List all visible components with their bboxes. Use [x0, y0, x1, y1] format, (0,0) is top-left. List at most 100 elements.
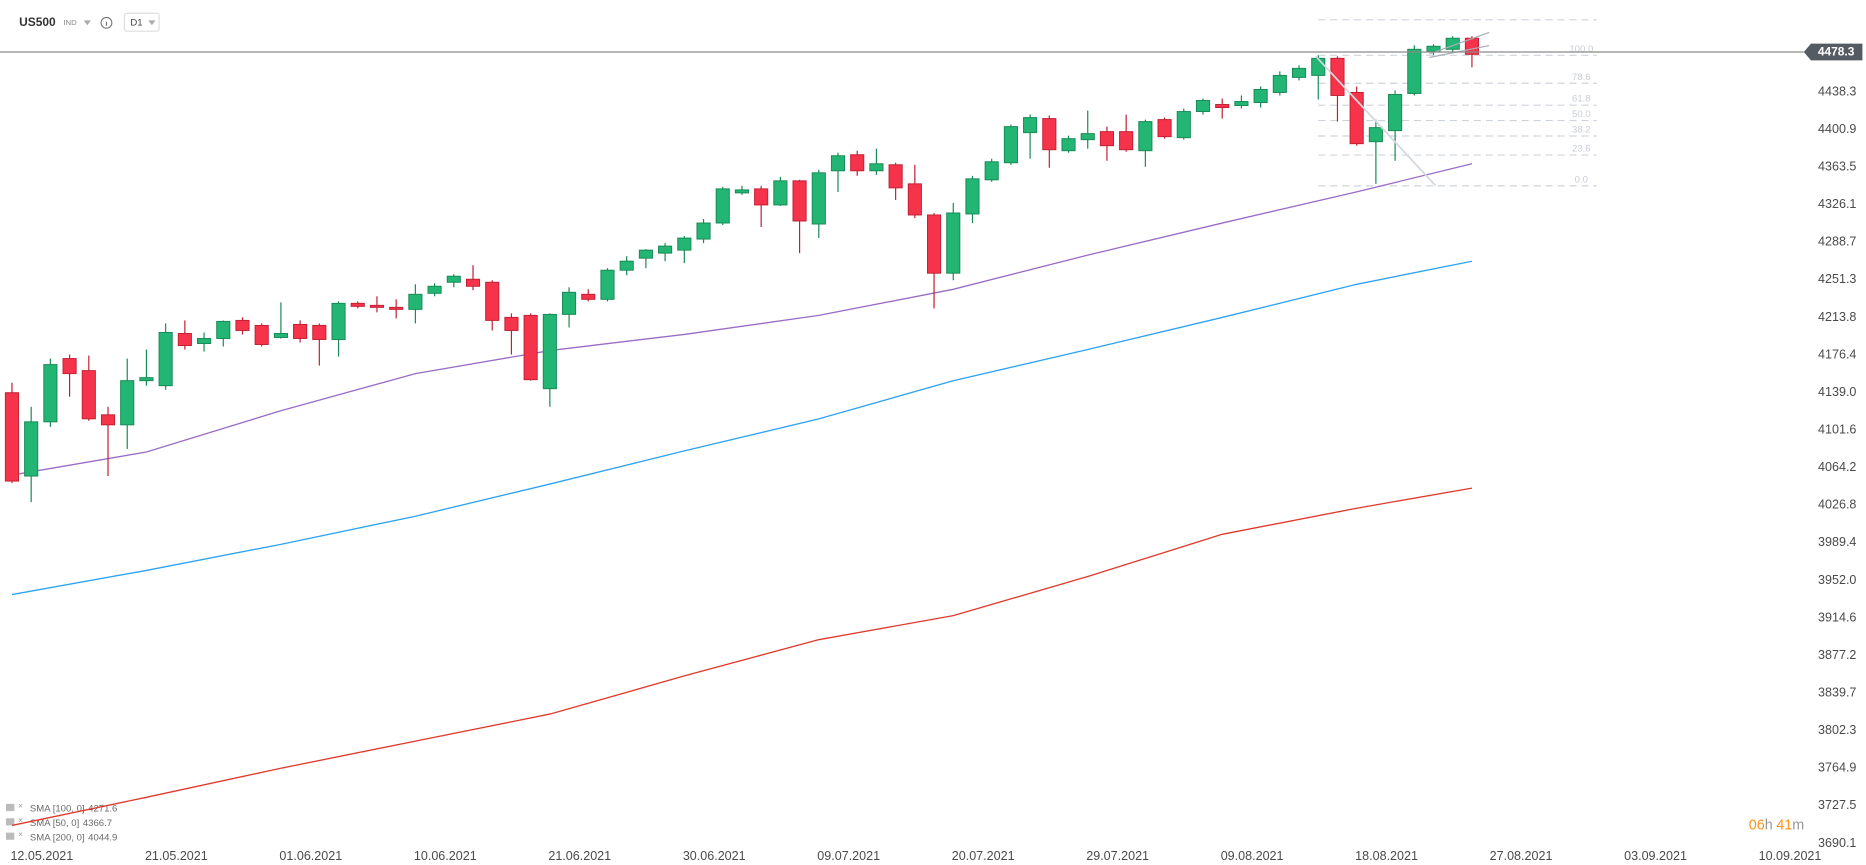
legend-close: ×: [18, 801, 23, 811]
candle-body: [946, 212, 961, 274]
candle-body: [485, 281, 500, 321]
y-tick-label: 4101.6: [1818, 423, 1856, 437]
candle-body: [734, 189, 750, 194]
candle-body: [389, 306, 404, 310]
y-tick-label: 3764.9: [1818, 761, 1856, 775]
y-tick-label: 3989.4: [1818, 535, 1856, 549]
candle-body: [830, 155, 846, 172]
candle-body: [773, 180, 788, 206]
candle-body: [677, 237, 692, 251]
candle-body: [619, 260, 634, 271]
x-tick-label: 09.08.2021: [1221, 849, 1284, 863]
y-tick-label: 3690.1: [1818, 836, 1856, 850]
candle-body: [638, 249, 653, 259]
legend-value: 4271.6: [88, 803, 117, 814]
legend-close: ×: [18, 815, 23, 825]
legend-name: SMA [100, 0]: [30, 803, 85, 814]
candle-body: [1426, 45, 1441, 52]
x-tick-label: 09.07.2021: [817, 849, 880, 863]
candle-body: [907, 183, 922, 216]
legend-icon: [5, 803, 15, 812]
candle-body: [1311, 57, 1326, 76]
candle-body: [369, 304, 385, 308]
legend-entry: SMA [200, 0] 4044.9: [30, 832, 117, 843]
y-tick-label: 4438.3: [1818, 84, 1856, 98]
candle-body: [158, 331, 173, 387]
candle-body: [331, 302, 346, 340]
candle-body: [1061, 138, 1076, 152]
countdown-minutes: 41: [1776, 817, 1792, 833]
candle-body: [350, 302, 365, 307]
y-tick-label: 4176.4: [1818, 347, 1856, 361]
candle-body: [1407, 48, 1422, 94]
y-tick-label: 3952.0: [1818, 573, 1856, 587]
sma-line: [11, 163, 1473, 476]
candle-body: [1119, 131, 1134, 151]
channel-line: [1429, 31, 1490, 55]
y-tick-label: 3802.3: [1818, 723, 1856, 737]
legend-icon: [5, 818, 15, 826]
candle-body: [792, 180, 807, 222]
y-tick-label: 4026.8: [1818, 498, 1856, 512]
candle-body: [1099, 131, 1115, 147]
countdown-hours: 06: [1749, 817, 1765, 833]
symbol-dropdown[interactable]: [83, 20, 91, 26]
timeframe-box[interactable]: [123, 12, 160, 32]
x-tick-label: 01.06.2021: [279, 849, 342, 863]
candle-body: [120, 380, 135, 426]
y-tick-label: 4363.5: [1818, 160, 1856, 174]
candle-body: [715, 188, 730, 224]
candle-body: [562, 291, 577, 315]
info-icon[interactable]: [100, 16, 113, 29]
x-tick-label: 30.06.2021: [683, 849, 746, 863]
timeframe: D1: [130, 17, 142, 28]
candle-body: [600, 269, 615, 300]
x-tick-label: 21.05.2021: [145, 849, 208, 863]
legend-icon: [5, 832, 15, 840]
legend-value: 4044.9: [88, 832, 117, 843]
x-tick-label: 03.09.2021: [1624, 849, 1687, 863]
candle-body: [658, 245, 673, 254]
candle-body: [1234, 101, 1249, 107]
x-tick-label: 12.05.2021: [10, 849, 73, 863]
symbol[interactable]: US500: [19, 15, 56, 29]
sma-line: [11, 260, 1473, 596]
candle-body: [1272, 74, 1287, 93]
timeframe-dropdown: [148, 20, 156, 26]
legend-name: SMA [200, 0]: [30, 832, 85, 843]
x-tick-label: 18.08.2021: [1355, 849, 1418, 863]
fib-label: 61.8: [1572, 94, 1591, 105]
countdown: 06h 41m: [1749, 817, 1804, 833]
candle-body: [1003, 126, 1018, 164]
x-tick-label: 20.07.2021: [952, 849, 1015, 863]
y-tick-label: 4288.7: [1818, 235, 1856, 249]
candle-body: [1330, 57, 1345, 96]
sma-line: [11, 487, 1473, 827]
y-tick-label: 3839.7: [1818, 686, 1856, 700]
x-tick-label: 21.06.2021: [548, 849, 611, 863]
x-tick-label: 29.07.2021: [1086, 849, 1149, 863]
candle-body: [523, 314, 538, 381]
candle-body: [504, 316, 519, 331]
fib-label: 0.0: [1575, 174, 1588, 185]
candle-body: [926, 214, 942, 274]
plot-layer: 4438.3 4400.9 4363.5 4326.1 4288.7 4251.3 4213…: [0, 19, 1863, 863]
candle-body: [850, 154, 865, 172]
fib-label: 100.0: [1569, 44, 1593, 55]
candle-body: [293, 323, 308, 339]
candle-body: [62, 358, 77, 375]
candle-body: [984, 161, 999, 181]
exchange: IND: [63, 18, 77, 27]
candle-body: [1368, 127, 1383, 143]
candle-body: [273, 332, 288, 338]
candle-body: [1195, 100, 1211, 113]
candle-body: [1388, 94, 1403, 132]
candle-body: [1253, 88, 1268, 103]
candle-body: [965, 178, 980, 215]
y-tick-label: 4139.0: [1818, 385, 1856, 399]
candle-body: [581, 293, 596, 300]
trend-line: [1315, 55, 1437, 187]
